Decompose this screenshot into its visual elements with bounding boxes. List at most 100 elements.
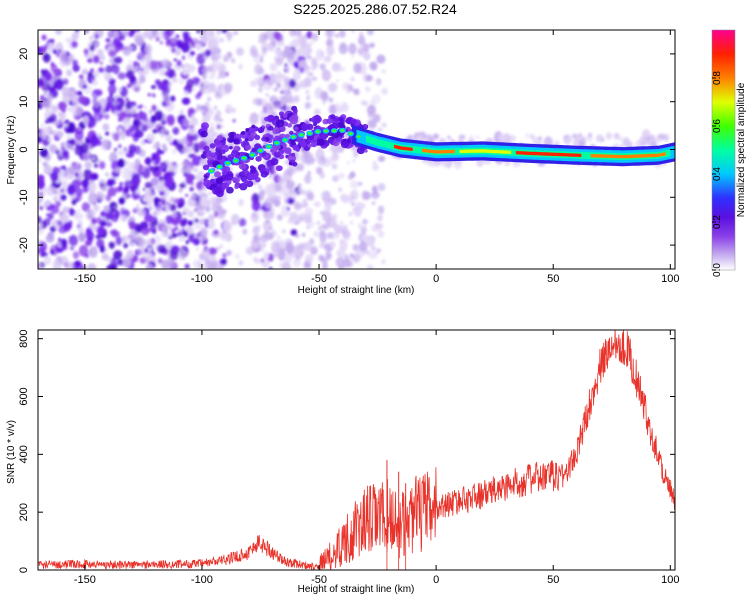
spectrogram-noise-blob [142,187,146,191]
spectrogram-noise-blob [165,100,175,112]
spectrogram-noise-blob [154,141,161,148]
spectrogram-noise-blob [475,135,480,140]
spectrogram-noise-blob [71,200,77,206]
spectrogram-noise-blob [170,37,176,44]
spectrogram-noise-blob [328,104,338,115]
spectrogram-noise-blob [304,253,314,264]
spectrogram-noise-blob [171,47,176,54]
spectrogram-noise-blob [213,35,220,44]
spectrogram-tone-core [515,150,582,158]
spectrogram-noise-blob [96,216,102,225]
spectrogram-noise-blob [128,144,137,153]
spectrogram-noise-blob [261,46,268,53]
spectrogram-noise-blob [269,63,278,72]
spectrogram-noise-blob [182,31,190,39]
spectrogram-noise-blob [162,202,166,206]
spectrogram-noise-blob [173,73,177,78]
spectrogram-noise-blob [363,249,371,255]
spectrogram-noise-blob [381,69,386,74]
spectrogram-noise-blob [91,156,96,161]
spectrogram-noise-blob [104,74,113,82]
spectrogram-noise-blob [256,98,263,107]
spectrogram-noise-blob [169,247,179,261]
spectrogram-noise-blob [185,173,194,183]
spectrogram-noise-blob [52,259,62,269]
spectrogram-noise-blob [300,203,304,209]
spectrogram-tone-blob [288,152,293,156]
spectrogram-tone-blob [335,118,340,122]
colorbar-title: Normalized spectral amplitude [736,82,747,217]
spectrogram-tone-dot-core [258,149,263,152]
spectrogram-noise-blob [260,206,266,211]
spectrogram-tone-blob [200,130,208,138]
spectrogram-noise-blob [204,205,211,213]
spectrogram-tone-dot-core [340,129,345,132]
spectrogram-noise-blob [162,93,171,104]
spectrogram-noise-blob [169,196,175,203]
spectrogram-tone-blob [234,185,239,190]
spectrogram-noise-blob [186,210,195,218]
spectrogram-noise-blob [216,76,221,80]
spectrogram-noise-blob [169,161,179,171]
spectrogram-noise-blob [105,65,113,74]
spectrogram-noise-blob [304,174,312,184]
spectrogram-noise-blob [105,194,112,202]
spectrogram-noise-blob [180,30,185,34]
spectrogram-noise-blob [183,231,188,238]
snr-series [38,330,675,570]
spectrogram-noise-blob [38,46,42,55]
spectrogram-noise-blob [339,224,349,232]
spectrogram-noise-blob [191,113,195,119]
spectrogram-tone-dot-core [234,159,238,162]
spectrogram-noise-blob [183,90,189,96]
spectrogram-noise-blob [208,213,216,221]
spectrogram-noise-blob [185,239,189,245]
spectrogram-noise-blob [202,73,207,80]
spectrogram-tone-blob [340,140,350,149]
spectrogram-noise-blob [274,74,284,83]
spectrogram-noise-blob [41,34,47,41]
spectrogram-noise-blob [287,48,295,58]
spectrogram-noise-blob [191,200,195,205]
colorbar-tick-label: 0.6 [712,119,723,133]
spectrogram-noise-blob [106,264,115,269]
spectrogram-noise-blob [175,34,180,39]
spectrogram-noise-blob [325,156,335,165]
spectrogram-noise-blob [195,218,199,223]
spectrogram-tone-blob [330,114,336,120]
spectrogram-noise-blob [362,218,368,225]
spectrogram-noise-blob [329,241,336,249]
spectrogram-noise-blob [338,68,343,72]
spectrogram-noise-blob [48,144,57,153]
spectrogram-noise-blob [319,242,326,249]
spectrogram-tone-blob [282,113,288,119]
spectrogram-noise-blob [285,68,290,74]
spectrogram-noise-blob [363,191,372,200]
spectrogram-noise-blob [67,184,76,196]
spectrogram-noise-blob [56,130,64,138]
spectrogram-noise-blob [105,221,112,228]
spectrogram-noise-blob [60,194,67,201]
spectrogram-noise-blob [57,119,62,124]
spectrogram-noise-blob [131,173,141,187]
snr-y-tick-label: 600 [18,387,30,405]
spectrogram-tone-blob [329,139,334,144]
spectrogram-noise-blob [618,135,624,142]
spectrogram-noise-blob [372,113,381,123]
spectrogram-noise-blob [328,97,334,103]
spectrogram-noise-blob [83,48,89,55]
spectrogram-noise-blob [181,55,186,60]
spectrogram-tone-blob [313,115,322,124]
spectrogram-noise-blob [88,192,98,205]
spectrogram-noise-blob [184,263,190,269]
snr-x-tick-label: -150 [74,574,96,586]
spectrogram-tone [198,105,675,198]
spectrogram-noise-blob [298,216,305,222]
spectrogram-noise-blob [78,127,82,132]
spectrogram-noise-blob [283,192,291,200]
spectrogram-noise-blob [195,247,200,251]
spectrogram-noise-blob [349,180,359,189]
spectrogram-noise-blob [100,210,106,218]
spectrogram-noise-blob [90,68,95,73]
spectrogram-noise-blob [182,218,188,225]
